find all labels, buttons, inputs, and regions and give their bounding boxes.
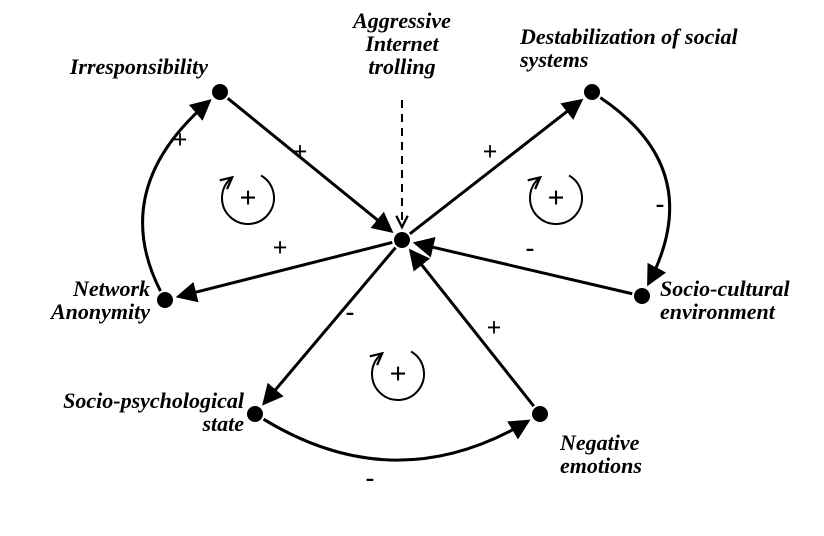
node-destabilization xyxy=(584,84,600,100)
loop-right-sign: + xyxy=(547,182,564,215)
edge-neg-to-center xyxy=(411,251,534,406)
edge-sign-anon-to-irr: + xyxy=(173,125,188,154)
loops: + + + xyxy=(222,175,582,400)
node-irresponsibility xyxy=(212,84,228,100)
label-center: AggressiveInternettrolling xyxy=(351,8,451,79)
label-sociocultural: Socio-culturalenvironment xyxy=(660,276,790,324)
node-negemotions xyxy=(532,406,548,422)
label-anonymity: NetworkAnonymity xyxy=(49,276,150,324)
edge-sign-irr-to-center: + xyxy=(293,137,308,166)
edge-sign-center-to-psych: - xyxy=(346,297,355,326)
loop-bottom-sign: + xyxy=(389,358,406,391)
edge-sign-socio-to-center: - xyxy=(526,233,535,262)
edge-sign-center-to-anon: + xyxy=(273,233,288,262)
node-sociopsych xyxy=(247,406,263,422)
node-center xyxy=(394,232,410,248)
edge-sign-neg-to-center: + xyxy=(487,313,502,342)
edge-sign-psych-to-neg: - xyxy=(366,463,375,492)
label-destabilization: Destabilization of socialsystems xyxy=(519,24,738,72)
edge-socio-to-center xyxy=(416,243,633,294)
node-sociocultural xyxy=(634,288,650,304)
node-anonymity xyxy=(157,292,173,308)
causal-loop-diagram: ++++----++++AggressiveInternettrollingIr… xyxy=(0,0,824,536)
edge-psych-to-neg xyxy=(264,419,528,460)
loop-left-sign: + xyxy=(239,182,256,215)
edge-sign-center-to-destab: + xyxy=(483,137,498,166)
label-negemotions: Negativeemotions xyxy=(559,430,642,478)
label-sociopsych: Socio-psychologicalstate xyxy=(63,388,245,436)
label-irresponsibility: Irresponsibility xyxy=(69,54,208,79)
edge-sign-destab-to-socio: - xyxy=(656,189,665,218)
